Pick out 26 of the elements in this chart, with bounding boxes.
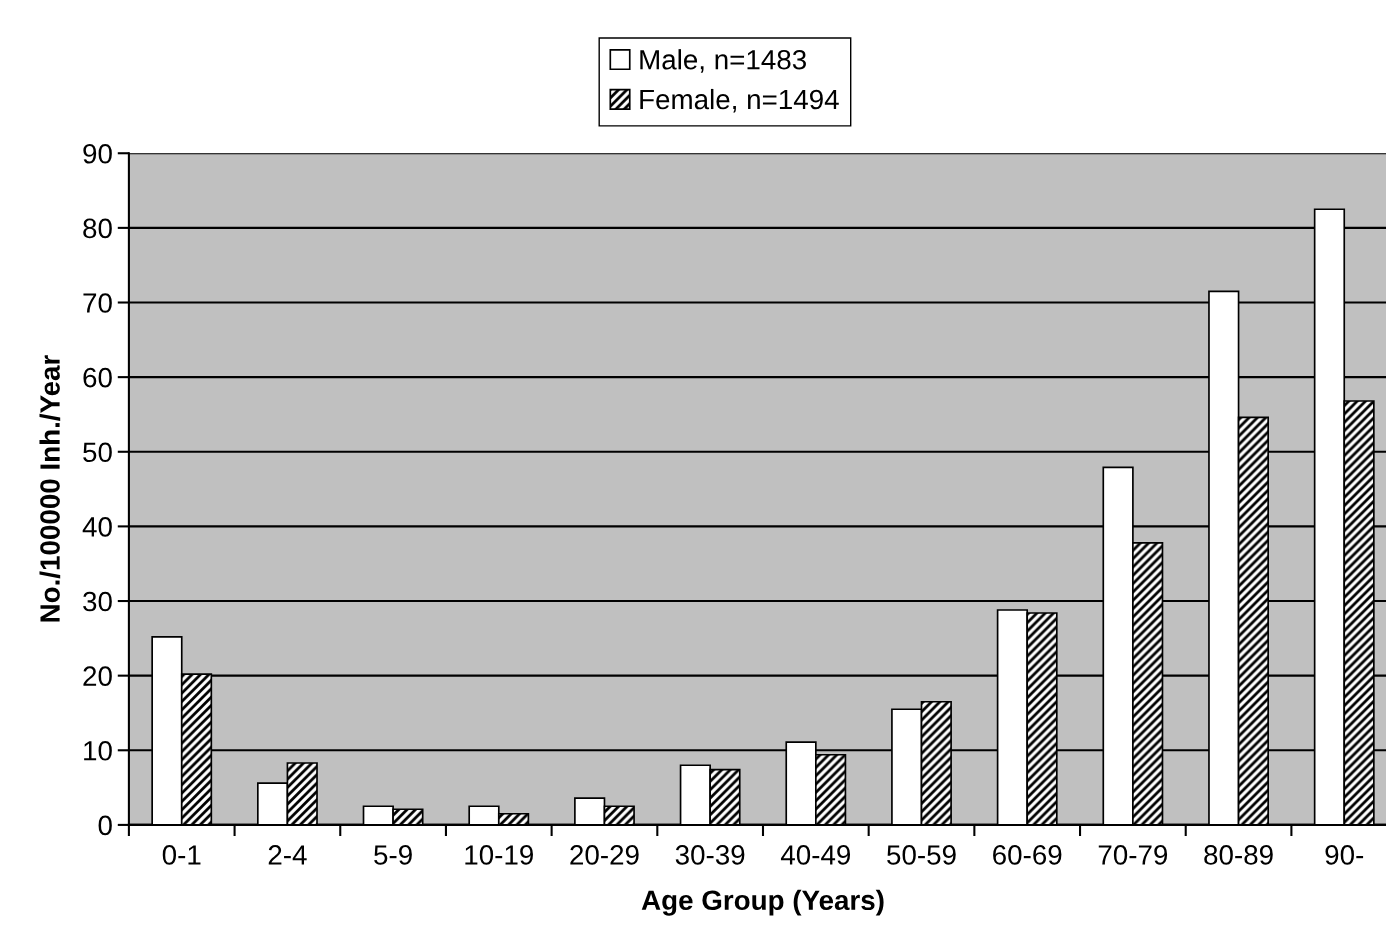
x-tick-label: 2-4 — [268, 845, 307, 865]
y-tick-label: 30 — [83, 591, 112, 612]
y-tick-label: 20 — [83, 666, 112, 686]
x-tick-label: 40-49 — [780, 845, 851, 865]
x-tick-label: 0-1 — [162, 845, 201, 865]
x-tick-label: 5-9 — [374, 845, 412, 865]
y-tick-label: 70 — [83, 293, 112, 313]
legend-label: Male, n=1483 — [640, 49, 806, 73]
x-tick-label: 60-69 — [993, 845, 1062, 865]
y-tick-label: 50 — [83, 442, 112, 463]
y-tick-label: 80 — [83, 218, 112, 239]
y-axis-title: No./100000 Inh./Year — [39, 355, 61, 622]
y-tick-label: 90 — [83, 143, 112, 164]
x-axis-title: Age Group (Years) — [641, 889, 884, 916]
x-tick-label: 50-59 — [887, 845, 956, 865]
y-tick-label: 40 — [82, 517, 112, 537]
x-tick-label: 30-39 — [675, 845, 745, 865]
x-tick-label: 80-89 — [1204, 845, 1273, 865]
legend-label: Female, n=1494 — [640, 88, 839, 113]
x-tick-label: 70-79 — [1098, 845, 1168, 865]
y-tick-label: 0 — [98, 815, 112, 836]
x-tick-label: 20-29 — [570, 845, 639, 865]
y-tick-label: 10 — [84, 740, 112, 761]
y-tick-label: 60 — [83, 367, 112, 388]
x-tick-label: 10-19 — [465, 845, 533, 865]
x-tick-label: 90- — [1325, 845, 1364, 865]
